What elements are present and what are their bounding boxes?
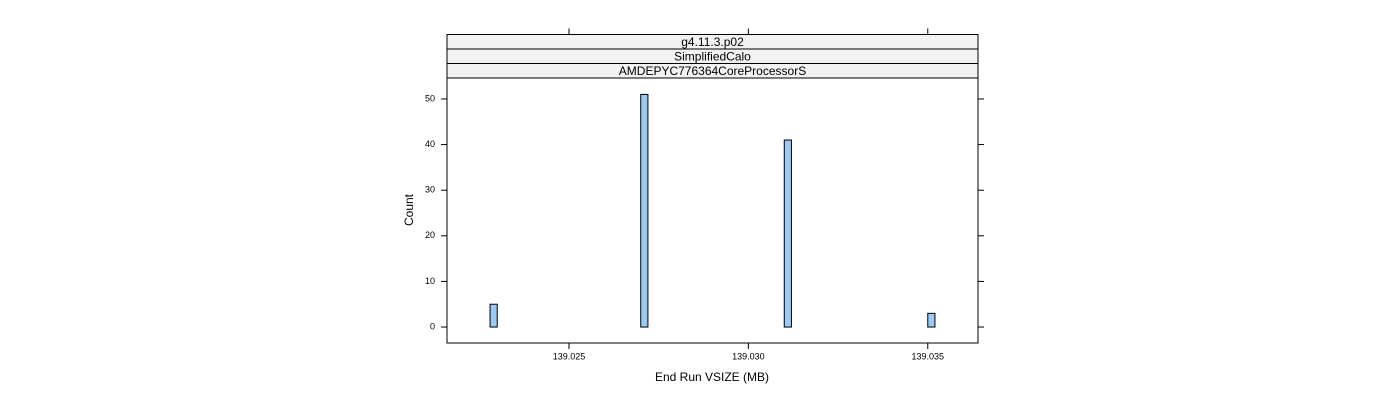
- panel: [446, 77, 979, 344]
- y-tick-label: 30: [425, 185, 435, 195]
- strip-label: SimplifiedCalo: [674, 49, 751, 63]
- y-axis-label: Count: [402, 193, 416, 226]
- x-tick-label: 139.035: [911, 351, 944, 361]
- y-tick-label: 20: [425, 230, 435, 240]
- y-tick-label: 0: [430, 321, 435, 331]
- bar: [927, 312, 936, 328]
- strip-label: g4.11.3.p02: [681, 35, 744, 49]
- x-tick-label: 139.025: [553, 351, 586, 361]
- bar: [640, 93, 649, 328]
- bar: [783, 139, 792, 328]
- y-tick-label: 40: [425, 139, 435, 149]
- y-tick-label: 10: [425, 276, 435, 286]
- x-tick-label: 139.030: [732, 351, 765, 361]
- y-tick-label: 50: [425, 93, 435, 103]
- strip-label: AMDEPYC776364CoreProcessorS: [619, 64, 806, 78]
- bar: [489, 303, 498, 328]
- x-axis-label: End Run VSIZE (MB): [655, 370, 769, 384]
